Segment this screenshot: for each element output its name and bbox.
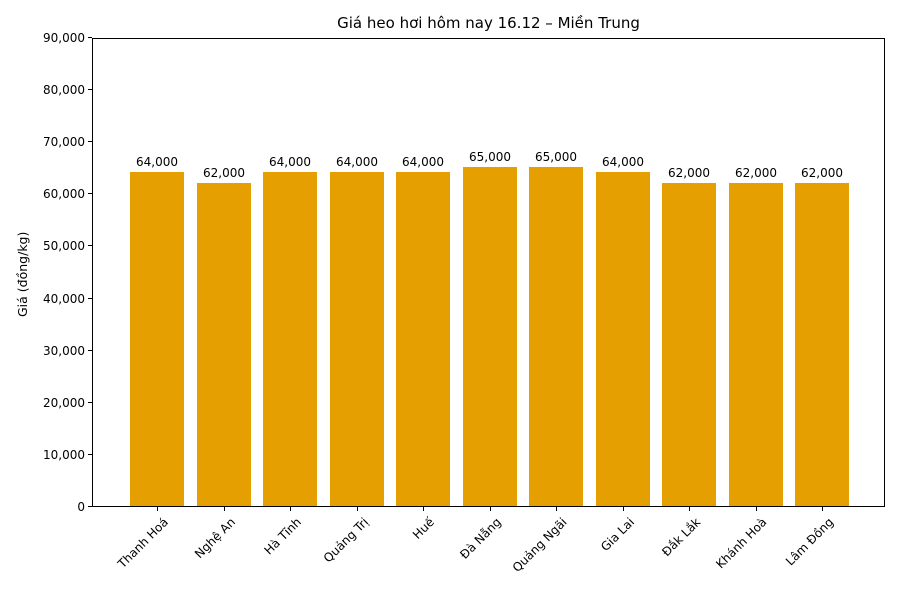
x-tick-label: Đắk Lắk (658, 515, 703, 560)
bar-value-label: 65,000 (469, 150, 511, 164)
bar-value-label: 64,000 (136, 155, 178, 169)
plot-area: 64,000 62,000 64,000 64,000 64,000 65,000 65,0… (92, 38, 885, 507)
x-tick-mark (157, 507, 158, 511)
bar-value-label: 62,000 (668, 166, 710, 180)
x-tick-label: Huế (410, 515, 437, 542)
bar-value-label: 64,000 (269, 155, 311, 169)
y-tick-mark (88, 245, 92, 246)
bar-value-label: 62,000 (801, 166, 843, 180)
x-tick-mark (224, 507, 225, 511)
bar (795, 183, 849, 506)
x-tick-label: Thanh Hoá (115, 515, 171, 571)
x-tick-mark (490, 507, 491, 511)
bar-value-label: 62,000 (203, 166, 245, 180)
x-tick-mark (290, 507, 291, 511)
bar (662, 183, 716, 506)
bar (130, 172, 184, 506)
bar-value-label: 62,000 (735, 166, 777, 180)
y-tick-label: 30,000 (43, 344, 85, 358)
y-tick-label: 90,000 (43, 31, 85, 45)
y-tick-label: 40,000 (43, 292, 85, 306)
bar-value-label: 65,000 (535, 150, 577, 164)
y-tick-mark (88, 37, 92, 38)
y-tick-mark (88, 89, 92, 90)
x-tick-mark (556, 507, 557, 511)
y-tick-mark (88, 454, 92, 455)
bar (529, 167, 583, 506)
bar (263, 172, 317, 506)
x-tick-mark (756, 507, 757, 511)
y-tick-mark (88, 350, 92, 351)
bar (463, 167, 517, 506)
x-tick-mark (689, 507, 690, 511)
bar (330, 172, 384, 506)
bar-value-label: 64,000 (336, 155, 378, 169)
x-tick-label: Gia Lai (597, 515, 637, 555)
x-tick-label: Quảng Ngãi (509, 515, 570, 575)
y-tick-label: 20,000 (43, 396, 85, 410)
bar-value-label: 64,000 (402, 155, 444, 169)
y-tick-mark (88, 506, 92, 507)
bar (596, 172, 650, 506)
chart-title: Giá heo hơi hôm nay 16.12 – Miền Trung (337, 14, 640, 32)
y-tick-label: 10,000 (43, 448, 85, 462)
y-tick-label: 70,000 (43, 135, 85, 149)
bar-value-label: 64,000 (602, 155, 644, 169)
y-tick-mark (88, 141, 92, 142)
y-tick-label: 60,000 (43, 187, 85, 201)
y-tick-label: 80,000 (43, 83, 85, 97)
x-tick-label: Quảng Trị (320, 515, 371, 566)
x-tick-mark (822, 507, 823, 511)
x-tick-label: Nghệ An (191, 515, 238, 562)
y-tick-label: 50,000 (43, 239, 85, 253)
x-tick-mark (423, 507, 424, 511)
y-tick-label: 0 (77, 500, 85, 514)
x-tick-mark (623, 507, 624, 511)
x-tick-label: Đà Nẵng (457, 515, 504, 562)
x-tick-mark (357, 507, 358, 511)
x-tick-label: Hà Tĩnh (261, 515, 304, 558)
x-tick-label: Lâm Đồng (782, 515, 836, 569)
y-tick-mark (88, 298, 92, 299)
y-tick-mark (88, 193, 92, 194)
bar (396, 172, 450, 506)
y-tick-mark (88, 402, 92, 403)
x-tick-label: Khánh Hoà (713, 515, 770, 572)
bar (729, 183, 783, 506)
bar (197, 183, 251, 506)
